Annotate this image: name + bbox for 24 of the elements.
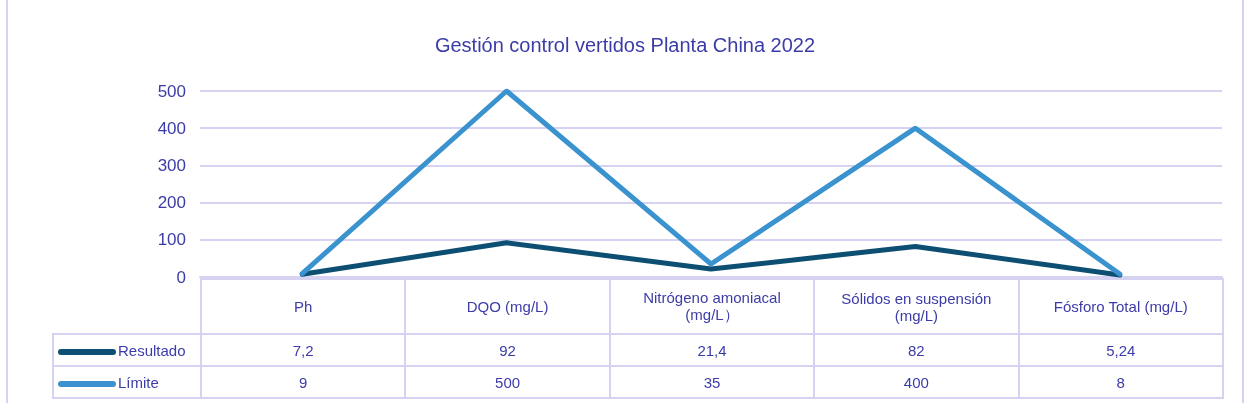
x-tick-label: Sólidos en suspensión (mg/L) (814, 279, 1019, 334)
data-label: 21,4 (609, 334, 815, 366)
x-tick-label: Ph (201, 279, 406, 334)
data-label: 8 (1018, 366, 1223, 398)
x-tick-label: DQO (mg/L) (405, 279, 610, 334)
data-label: 500 (405, 366, 610, 398)
legend-label: Resultado (53, 334, 201, 366)
y-tick-label: 500 (157, 81, 186, 101)
y-tick-label: 300 (157, 155, 186, 175)
data-label: 7,2 (201, 334, 406, 366)
x-tick-label: Nitrógeno amoniacal (mg/L） (609, 279, 815, 334)
x-tick-label: Fósforo Total (mg/L) (1018, 279, 1223, 334)
data-label: 92 (405, 334, 610, 366)
y-tick-label: 400 (157, 118, 186, 138)
data-label: 400 (814, 366, 1019, 398)
y-tick-label: 0 (176, 267, 186, 287)
legend-label: Límite (53, 366, 201, 398)
y-tick-label: 200 (157, 193, 186, 213)
data-label: 9 (201, 366, 406, 398)
data-label: 35 (609, 366, 815, 398)
y-tick-label: 100 (157, 230, 186, 250)
chart-title: Gestión control vertidos Planta China 2022 (434, 34, 816, 56)
data-label: 5,24 (1018, 334, 1223, 366)
data-label: 82 (814, 334, 1019, 366)
